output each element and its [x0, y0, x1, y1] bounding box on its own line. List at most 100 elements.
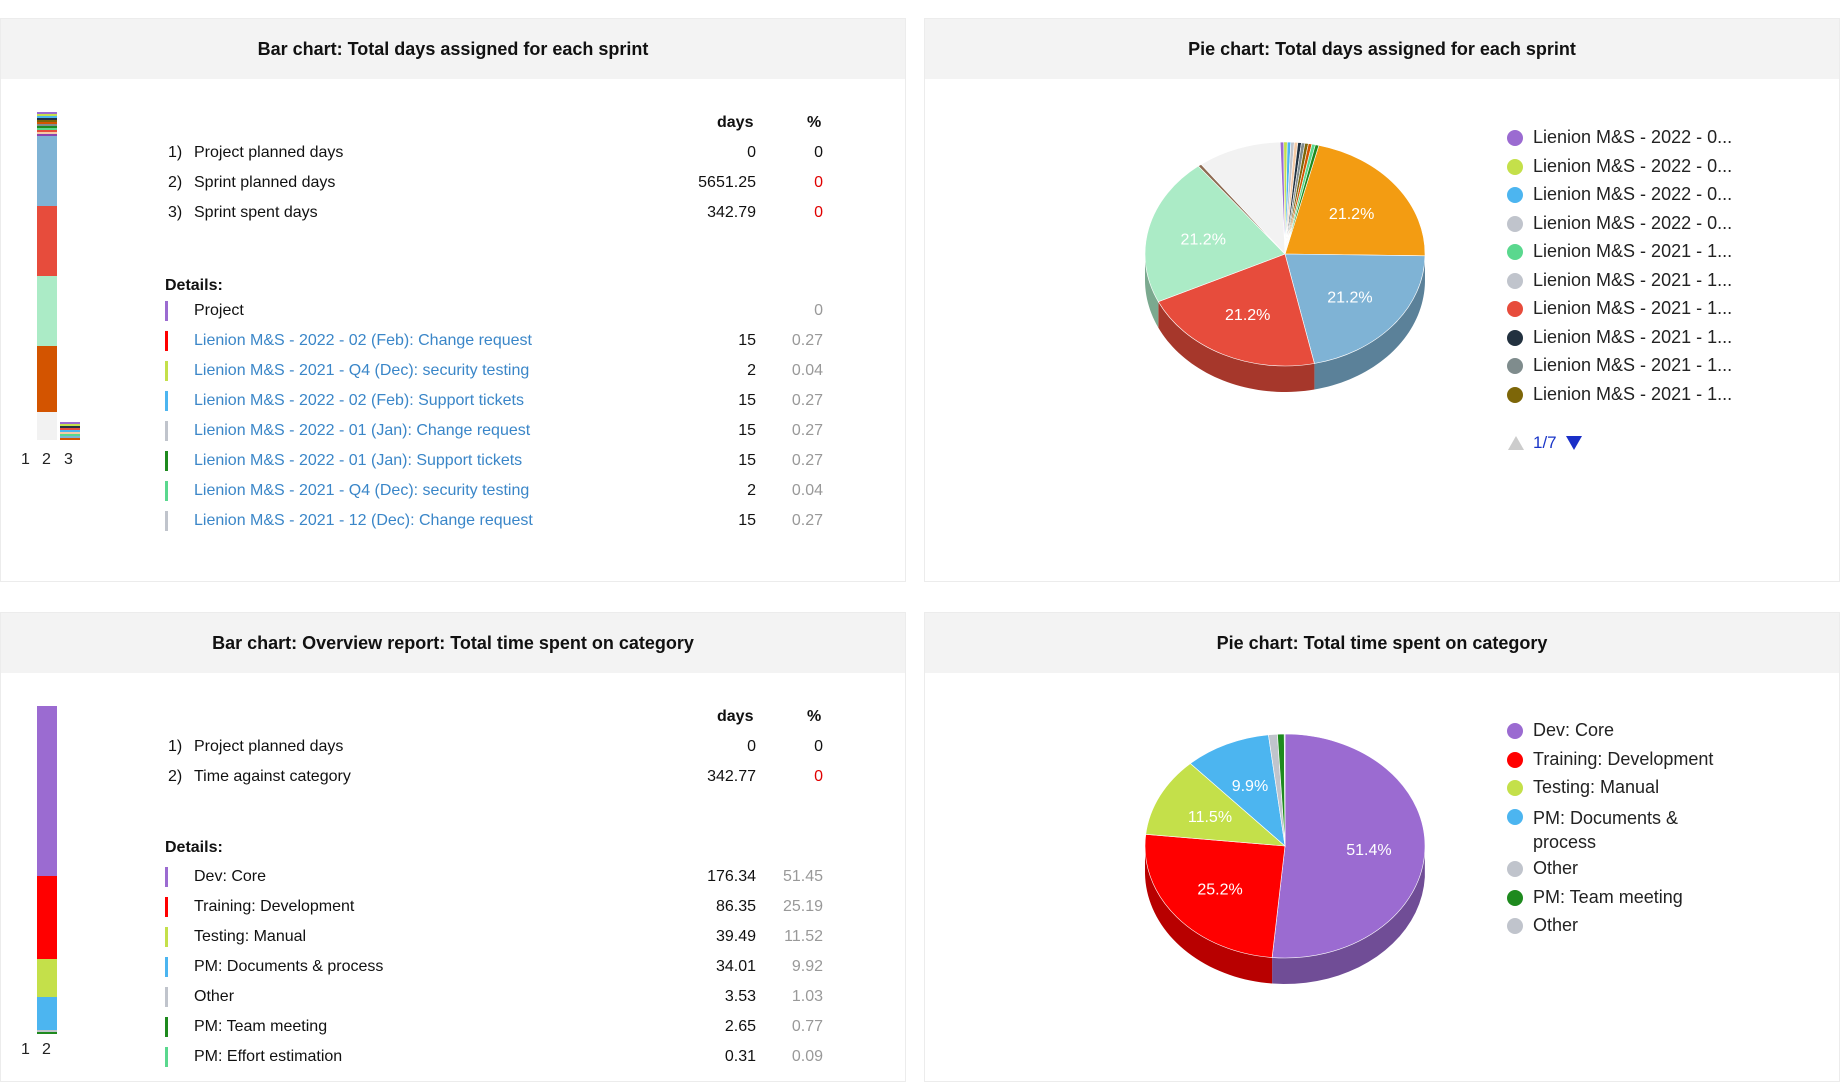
summary-label: Project planned days: [194, 735, 343, 759]
legend-label: Lienion M&S - 2021 - 1...: [1533, 384, 1732, 405]
summary-days: 342.77: [661, 765, 756, 789]
legend-item[interactable]: Lienion M&S - 2021 - 1...: [1507, 384, 1732, 405]
panel-title: Pie chart: Total time spent on category: [925, 613, 1839, 673]
detail-pct: 0: [761, 299, 823, 323]
sprint-pie-chart: 21.2%21.2%21.2%21.2%: [1085, 104, 1485, 484]
summary-label: Project planned days: [194, 141, 343, 165]
legend-dot-icon: [1507, 780, 1523, 796]
detail-days: 34.01: [661, 955, 756, 979]
detail-pct: 0.27: [761, 449, 823, 473]
summary-pct: 0: [761, 765, 823, 789]
detail-days: 2.65: [661, 1015, 756, 1039]
sprint-pie-panel: Pie chart: Total days assigned for each …: [924, 18, 1840, 582]
detail-days: 86.35: [661, 895, 756, 919]
color-marker: [165, 897, 168, 917]
color-marker: [165, 927, 168, 947]
detail-pct: 9.92: [761, 955, 823, 979]
detail-link[interactable]: Lienion M&S - 2022 - 01 (Jan): Support t…: [194, 449, 522, 473]
pie-slice-label: 25.2%: [1197, 882, 1242, 899]
legend-dot-icon: [1507, 301, 1523, 317]
legend-item[interactable]: Lienion M&S - 2022 - 0...: [1507, 184, 1732, 205]
detail-link[interactable]: Lienion M&S - 2022 - 01 (Jan): Change re…: [194, 419, 530, 443]
summary-idx: 2): [168, 171, 182, 195]
color-marker: [165, 1047, 168, 1067]
detail-pct: 25.19: [761, 895, 823, 919]
legend-item[interactable]: Lienion M&S - 2022 - 0...: [1507, 213, 1732, 234]
category-pie-chart: 51.4%25.2%11.5%9.9%: [1085, 696, 1485, 1076]
detail-link[interactable]: Lienion M&S - 2022 - 02 (Feb): Change re…: [194, 329, 532, 353]
legend-label: Lienion M&S - 2022 - 0...: [1533, 127, 1732, 148]
legend-label: Other: [1533, 858, 1578, 879]
summary-days: 0: [661, 141, 756, 165]
detail-pct: 1.03: [761, 985, 823, 1009]
summary-idx: 3): [168, 201, 182, 225]
legend-item[interactable]: Testing: Manual: [1507, 777, 1659, 798]
legend-item[interactable]: PM: Documents & process: [1507, 806, 1707, 854]
detail-pct: 0.27: [761, 389, 823, 413]
detail-link[interactable]: Lienion M&S - 2022 - 02 (Feb): Support t…: [194, 389, 524, 413]
legend-label: Lienion M&S - 2021 - 1...: [1533, 355, 1732, 376]
legend-dot-icon: [1507, 890, 1523, 906]
legend-item[interactable]: Lienion M&S - 2022 - 0...: [1507, 156, 1732, 177]
legend-item[interactable]: Lienion M&S - 2022 - 0...: [1507, 127, 1732, 148]
axis-label-1: 1: [21, 1041, 30, 1059]
legend-item[interactable]: Lienion M&S - 2021 - 1...: [1507, 327, 1732, 348]
detail-days: 2: [661, 359, 756, 383]
legend-item[interactable]: PM: Team meeting: [1507, 887, 1683, 908]
color-marker: [165, 301, 168, 321]
detail-link[interactable]: Lienion M&S - 2021 - Q4 (Dec): security …: [194, 359, 529, 383]
summary-idx: 2): [168, 765, 182, 789]
panel-title: Bar chart: Total days assigned for each …: [1, 19, 905, 79]
color-marker: [165, 361, 168, 381]
color-marker: [165, 421, 168, 441]
legend-item[interactable]: Lienion M&S - 2021 - 1...: [1507, 241, 1732, 262]
details-title: Details:: [165, 839, 223, 857]
detail-link[interactable]: Lienion M&S - 2021 - Q4 (Dec): security …: [194, 479, 529, 503]
legend-dot-icon: [1507, 918, 1523, 934]
summary-days: 5651.25: [661, 171, 756, 195]
pie-slice-label: 9.9%: [1232, 778, 1268, 795]
detail-label: PM: Effort estimation: [194, 1045, 342, 1069]
detail-pct: 0.77: [761, 1015, 823, 1039]
legend-label: PM: Team meeting: [1533, 887, 1683, 908]
detail-days: 15: [661, 509, 756, 533]
color-marker: [165, 511, 168, 531]
pie-slice-label: 21.2%: [1225, 307, 1270, 324]
legend-item[interactable]: Other: [1507, 915, 1578, 936]
color-marker: [165, 331, 168, 351]
detail-link[interactable]: Lienion M&S - 2021 - 12 (Dec): Change re…: [194, 509, 533, 533]
detail-days: 15: [661, 419, 756, 443]
page-down-icon[interactable]: [1565, 435, 1583, 451]
sprint-bar-panel: Bar chart: Total days assigned for each …: [0, 18, 906, 582]
detail-days: 2: [661, 479, 756, 503]
legend-dot-icon: [1507, 752, 1523, 768]
color-marker: [165, 957, 168, 977]
legend-item[interactable]: Lienion M&S - 2021 - 1...: [1507, 298, 1732, 319]
detail-pct: 0.04: [761, 479, 823, 503]
detail-label: Dev: Core: [194, 865, 266, 889]
legend-item[interactable]: Other: [1507, 858, 1578, 879]
detail-days: 0.31: [661, 1045, 756, 1069]
detail-days: 15: [661, 449, 756, 473]
legend-item[interactable]: Lienion M&S - 2021 - 1...: [1507, 355, 1732, 376]
detail-label: Other: [194, 985, 234, 1009]
summary-label: Sprint spent days: [194, 201, 318, 225]
legend-item[interactable]: Training: Development: [1507, 749, 1713, 770]
pie-slice-label: 21.2%: [1181, 232, 1226, 249]
detail-pct: 0.09: [761, 1045, 823, 1069]
legend-dot-icon: [1507, 861, 1523, 877]
legend-label: Training: Development: [1533, 749, 1713, 770]
details-title: Details:: [165, 277, 223, 295]
axis-label-2: 2: [42, 1041, 51, 1059]
legend-item[interactable]: Lienion M&S - 2021 - 1...: [1507, 270, 1732, 291]
axis-label-2: 2: [42, 451, 51, 469]
sprint-bar-stack-3: [60, 422, 80, 440]
col-days-header: days: [717, 114, 753, 132]
col-days-header: days: [717, 708, 753, 726]
legend-item[interactable]: Dev: Core: [1507, 720, 1614, 741]
axis-label-3: 3: [64, 451, 73, 469]
page-up-icon[interactable]: [1507, 435, 1525, 451]
summary-label: Time against category: [194, 765, 351, 789]
detail-days: 39.49: [661, 925, 756, 949]
legend-label: PM: Documents & process: [1533, 806, 1707, 854]
